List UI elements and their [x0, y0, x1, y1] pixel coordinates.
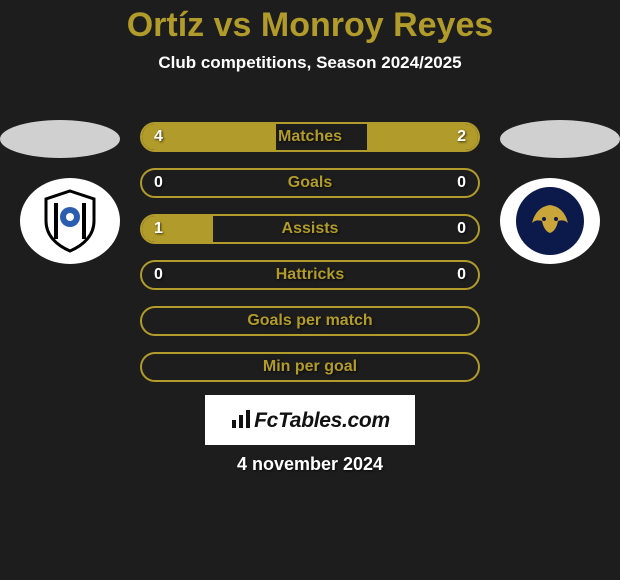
- stat-value-right: 0: [457, 170, 466, 196]
- stat-row: Min per goal: [140, 352, 480, 382]
- footer-logo: FcTables.com: [205, 395, 415, 445]
- stat-label: Assists: [142, 216, 478, 242]
- right-club-badge: [500, 178, 600, 264]
- cougar-icon: [512, 183, 588, 259]
- subtitle: Club competitions, Season 2024/2025: [0, 53, 620, 73]
- stat-label: Hattricks: [142, 262, 478, 288]
- left-avatar-placeholder: [0, 120, 120, 158]
- stat-label: Min per goal: [142, 354, 478, 380]
- stat-value-left: 4: [154, 124, 163, 150]
- right-avatar-placeholder: [500, 120, 620, 158]
- stat-value-right: 0: [457, 216, 466, 242]
- date-text: 4 november 2024: [0, 454, 620, 475]
- stat-row: Goals per match: [140, 306, 480, 336]
- chart-icon: [230, 408, 252, 430]
- page-title: Ortíz vs Monroy Reyes: [0, 0, 620, 45]
- stat-value-left: 0: [154, 262, 163, 288]
- left-club-badge: [20, 178, 120, 264]
- stat-row: Matches4 2: [140, 122, 480, 152]
- stat-row: Goals0 0: [140, 168, 480, 198]
- stat-value-right: 2: [457, 124, 466, 150]
- shield-icon: [36, 187, 104, 255]
- stat-label: Goals: [142, 170, 478, 196]
- stats-container: Matches42Goals00Assists10Hattricks00Goal…: [140, 122, 480, 398]
- stat-label: Goals per match: [142, 308, 478, 334]
- stat-row: Assists1 0: [140, 214, 480, 244]
- stat-value-left: 1: [154, 216, 163, 242]
- footer-logo-text: FcTables.com: [230, 408, 390, 433]
- stat-value-right: 0: [457, 262, 466, 288]
- stat-label: Matches: [142, 124, 478, 150]
- stat-row: Hattricks0 0: [140, 260, 480, 290]
- stat-value-left: 0: [154, 170, 163, 196]
